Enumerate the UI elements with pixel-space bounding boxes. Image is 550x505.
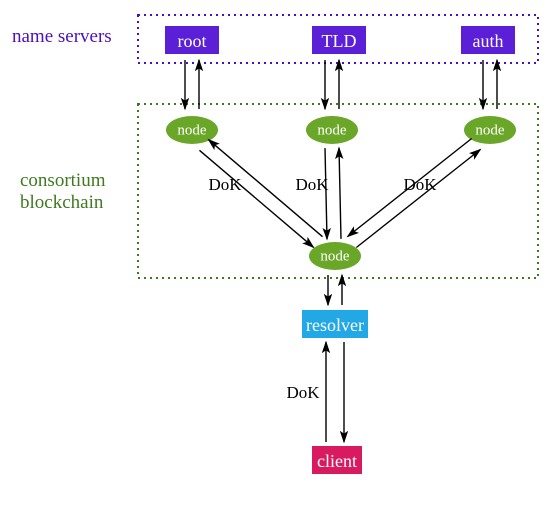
dok-label-2: DoK bbox=[295, 175, 329, 194]
node-1: node bbox=[166, 116, 218, 144]
svg-text:resolver: resolver bbox=[306, 315, 364, 335]
dok-label-3: DoK bbox=[403, 175, 437, 194]
svg-text:TLD: TLD bbox=[322, 31, 357, 51]
client-box: client bbox=[312, 446, 362, 474]
svg-text:node: node bbox=[475, 123, 505, 139]
svg-text:auth: auth bbox=[473, 31, 504, 51]
node-center: node bbox=[309, 242, 361, 270]
server-auth: auth bbox=[461, 26, 515, 54]
svg-text:node: node bbox=[317, 123, 347, 139]
diagram-canvas: name servers consortium blockchain root … bbox=[0, 0, 550, 505]
svg-text:node: node bbox=[320, 249, 350, 265]
server-tld: TLD bbox=[312, 26, 366, 54]
name-servers-label: name servers bbox=[12, 26, 112, 47]
svg-text:client: client bbox=[317, 451, 357, 471]
consortium-label-line1: consortium bbox=[20, 170, 106, 191]
node-2: node bbox=[306, 116, 358, 144]
dok-label-4: DoK bbox=[286, 383, 320, 402]
svg-text:root: root bbox=[178, 31, 207, 51]
node-3: node bbox=[464, 116, 516, 144]
server-root: root bbox=[165, 26, 219, 54]
svg-text:node: node bbox=[177, 123, 207, 139]
resolver-box: resolver bbox=[302, 310, 368, 338]
consortium-label-line2: blockchain bbox=[20, 192, 104, 213]
dok-label-1: DoK bbox=[208, 175, 242, 194]
